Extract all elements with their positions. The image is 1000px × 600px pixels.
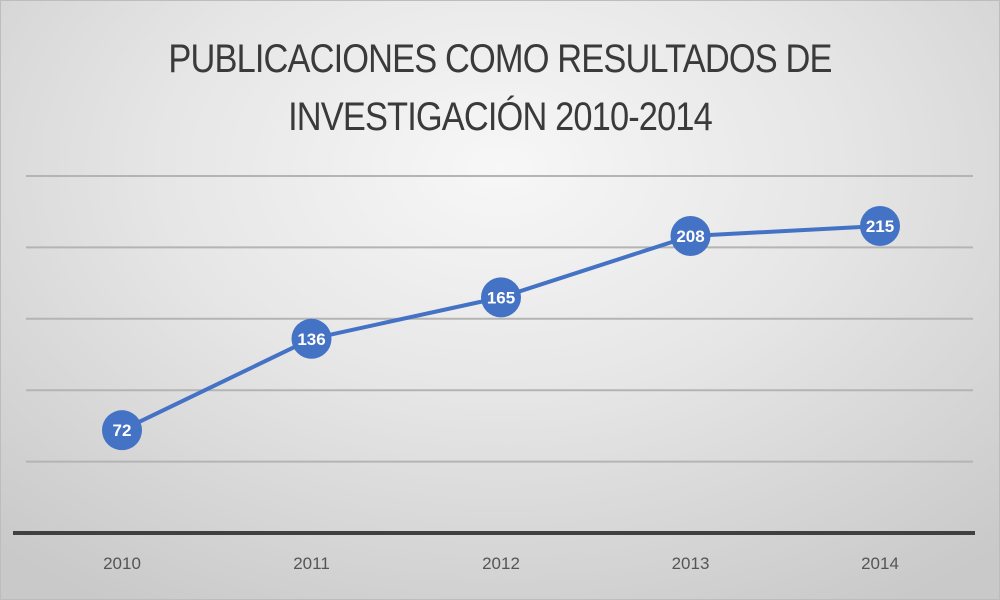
data-point-marker: [670, 215, 711, 256]
data-point-marker: [860, 205, 900, 246]
data-point-marker: [102, 410, 142, 451]
data-point-label: 136: [297, 330, 325, 349]
data-point-label: 215: [866, 217, 894, 236]
data-point-marker: [481, 277, 521, 318]
chart-title-line1: PUBLICACIONES COMO RESULTADOS DE: [168, 37, 832, 81]
chart-title-line2: INVESTIGACIÓN 2010-2014: [288, 95, 713, 139]
x-axis-tick-label: 2010: [103, 554, 141, 573]
data-line: [121, 223, 881, 432]
x-axis-tick-label: 2014: [861, 554, 899, 573]
x-axis-tick-label: 2013: [672, 554, 710, 573]
x-axis-tick-label: 2011: [293, 554, 330, 573]
data-point-label: 165: [487, 288, 515, 307]
chart-title: PUBLICACIONES COMO RESULTADOS DE INVESTI…: [70, 30, 930, 146]
data-point-label: 72: [113, 421, 132, 440]
x-axis-tick-label: 2012: [482, 554, 520, 573]
data-point-label: 208: [676, 227, 704, 246]
data-point-marker: [291, 318, 332, 359]
